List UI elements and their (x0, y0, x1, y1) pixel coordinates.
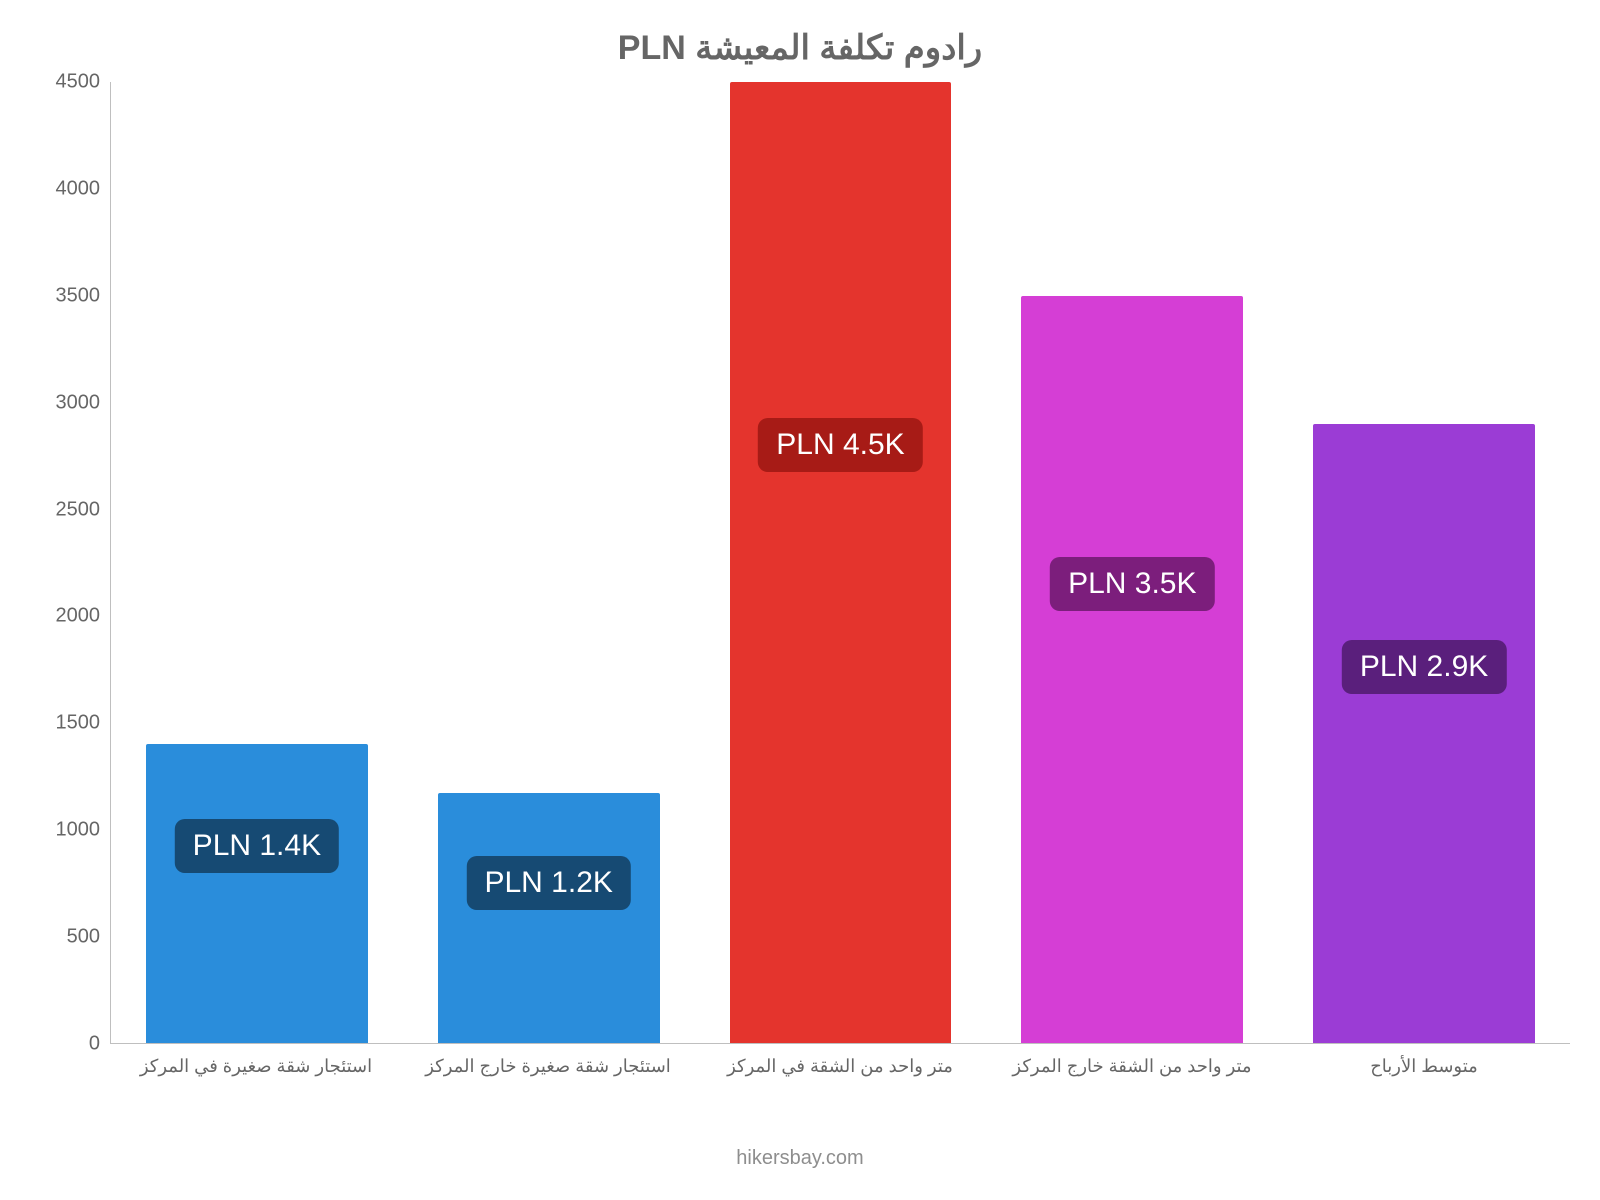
y-axis: 050010001500200025003000350040004500 (30, 82, 110, 1044)
bar-column: PLN 3.5K (986, 82, 1278, 1043)
x-tick: استئجار شقة صغيرة خارج المركز (402, 1056, 694, 1077)
chart-title: رادوم تكلفة المعيشة PLN (30, 28, 1570, 68)
bars-group: PLN 1.4K PLN 1.2K PLN 4.5K PLN 3.5K PLN 2.9K (111, 82, 1570, 1043)
bar-column: PLN 2.9K (1278, 82, 1570, 1043)
value-badge: PLN 2.9K (1342, 640, 1506, 694)
plot-row: 050010001500200025003000350040004500 PLN… (30, 82, 1570, 1044)
chart-footer: hikersbay.com (30, 1147, 1570, 1170)
bar: PLN 1.4K (146, 744, 368, 1043)
value-badge: PLN 1.2K (466, 856, 630, 910)
y-tick: 500 (67, 926, 100, 949)
y-tick: 4500 (56, 71, 101, 94)
value-badge: PLN 3.5K (1050, 557, 1214, 611)
bar-column: PLN 1.2K (403, 82, 695, 1043)
bar: PLN 2.9K (1313, 424, 1535, 1043)
y-tick: 3500 (56, 284, 101, 307)
value-badge: PLN 4.5K (758, 418, 922, 472)
chart-container: رادوم تكلفة المعيشة PLN 0 500 1000 1500 2000… (0, 0, 1600, 1200)
plot-area: PLN 1.4K PLN 1.2K PLN 4.5K PLN 3.5K PLN 2.9K (110, 82, 1570, 1044)
x-tick: متر واحد من الشقة خارج المركز (986, 1056, 1278, 1077)
x-axis: استئجار شقة صغيرة في المركزاستئجار شقة ص… (110, 1056, 1570, 1077)
x-tick: استئجار شقة صغيرة في المركز (110, 1056, 402, 1077)
y-tick: 1500 (56, 712, 101, 735)
y-tick: 2000 (56, 605, 101, 628)
bar-column: PLN 1.4K (111, 82, 403, 1043)
y-tick: 2500 (56, 498, 101, 521)
bar: PLN 3.5K (1021, 296, 1243, 1043)
x-tick: متر واحد من الشقة في المركز (694, 1056, 986, 1077)
y-tick: 0 (89, 1033, 100, 1056)
y-tick: 3000 (56, 391, 101, 414)
y-tick: 1000 (56, 819, 101, 842)
bar: PLN 1.2K (438, 793, 660, 1043)
y-tick: 4000 (56, 177, 101, 200)
bar-column: PLN 4.5K (695, 82, 987, 1043)
bar: PLN 4.5K (730, 82, 952, 1043)
x-tick: متوسط الأرباح (1278, 1056, 1570, 1077)
value-badge: PLN 1.4K (175, 819, 339, 873)
